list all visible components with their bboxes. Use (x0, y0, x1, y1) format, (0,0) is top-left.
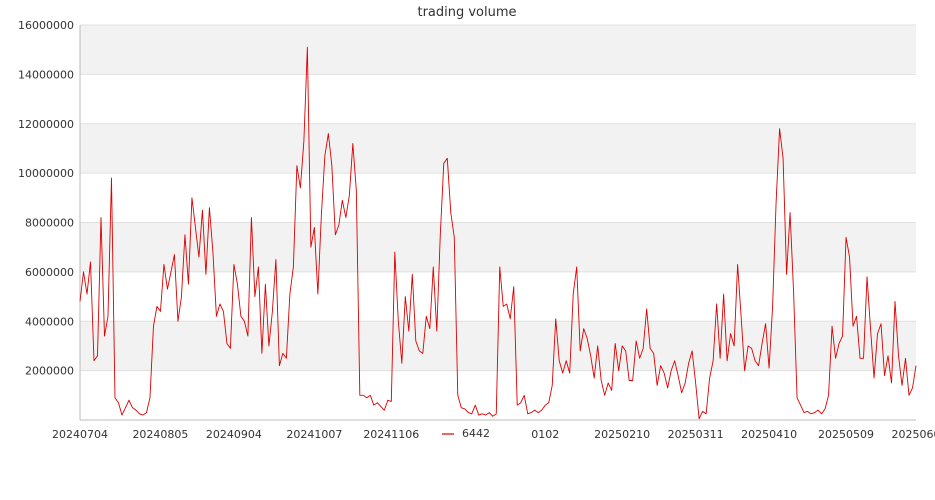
y-tick-label: 2000000 (25, 365, 74, 378)
x-tick-label: 20250410 (741, 428, 797, 441)
plot-band (80, 74, 916, 124)
y-tick-label: 6000000 (25, 266, 74, 279)
plot-band (80, 370, 916, 420)
series-line-6442 (79, 46, 917, 420)
legend-background (438, 424, 498, 442)
x-tick-label: 20250609 (891, 428, 935, 441)
x-tick-label: 20250509 (818, 428, 874, 441)
axes (79, 25, 916, 421)
plot-background-bands (80, 25, 916, 420)
legend: 6442 (438, 424, 498, 442)
chart-title: trading volume (417, 5, 516, 20)
y-tick-label: 12000000 (18, 118, 74, 131)
series-lines (79, 46, 917, 420)
plot-band (80, 271, 916, 322)
x-tick-label: 20240805 (132, 428, 188, 441)
x-tick-label: 0102 (531, 428, 559, 441)
y-tick-label: 16000000 (18, 19, 74, 32)
y-tick-label: 8000000 (25, 217, 74, 230)
x-tick-label: 20241007 (286, 428, 342, 441)
y-tick-label: 14000000 (18, 68, 74, 81)
x-tick-label: 20240904 (206, 428, 262, 441)
x-tick-label: 20240704 (52, 428, 108, 441)
plot-band (80, 123, 916, 174)
y-tick-label: 10000000 (18, 167, 74, 180)
plot-band (80, 25, 916, 75)
x-axis-tick-labels: 20240704 20240805 20240904 20241007 20241106… (52, 428, 935, 441)
x-tick-label: 20250311 (668, 428, 724, 441)
y-tick-label: 4000000 (25, 315, 74, 328)
x-tick-label: 20241106 (363, 428, 419, 441)
gridlines (80, 24, 916, 372)
y-axis-tick-labels: 2000000 4000000 6000000 8000000 10000000 1200… (18, 19, 74, 378)
legend-series-label: 6442 (462, 427, 490, 440)
plot-band (80, 222, 916, 272)
x-tick-label: 20250210 (594, 428, 650, 441)
